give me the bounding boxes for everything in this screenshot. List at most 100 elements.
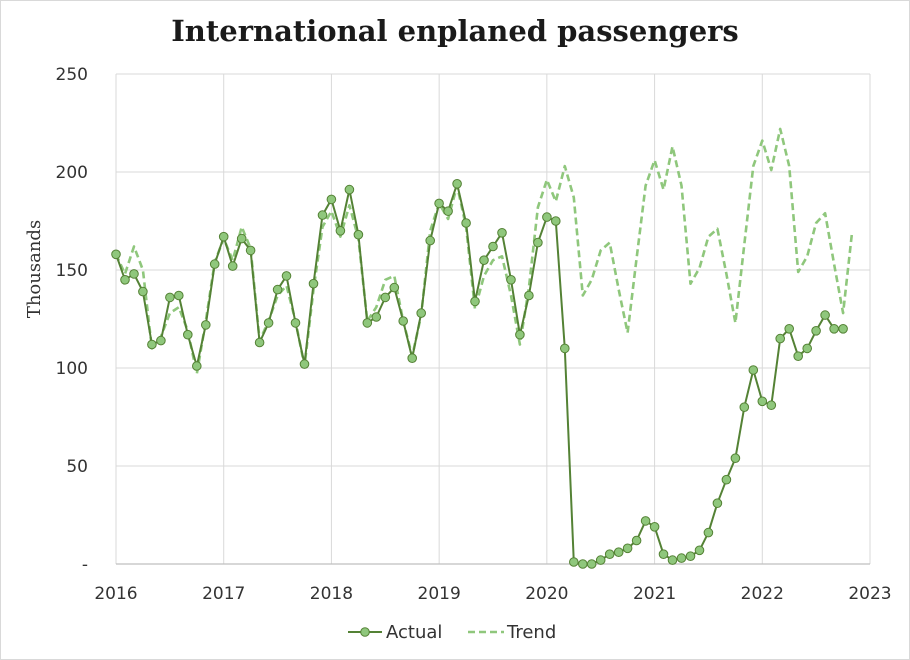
actual-point — [120, 275, 130, 285]
actual-point — [218, 231, 229, 242]
actual-point — [147, 339, 157, 350]
actual-point — [353, 229, 364, 240]
actual-point — [461, 218, 471, 228]
x-tick-label: 2019 — [418, 584, 461, 604]
actual-point — [156, 335, 166, 346]
actual-point — [236, 233, 247, 244]
actual-point — [613, 547, 624, 558]
actual-point — [757, 396, 768, 407]
actual-point — [622, 543, 633, 554]
actual-point — [658, 549, 669, 560]
actual-point — [263, 318, 274, 328]
actual-point — [739, 402, 750, 413]
grid-lines — [115, 73, 871, 564]
actual-point — [595, 555, 606, 565]
actual-point — [308, 278, 319, 289]
actual-point — [371, 312, 382, 322]
actual-point — [129, 269, 139, 279]
actual-point — [533, 237, 543, 248]
actual-point — [434, 198, 444, 209]
legend: Actual Trend — [348, 622, 556, 643]
actual-point — [245, 245, 256, 256]
actual-point — [299, 359, 310, 369]
actual-point — [578, 559, 588, 569]
x-tick-label: 2021 — [633, 584, 676, 604]
actual-point — [344, 184, 355, 195]
actual-point — [452, 179, 462, 189]
actual-point — [515, 329, 525, 340]
actual-point — [317, 210, 328, 220]
x-tick-label: 2018 — [310, 584, 353, 604]
actual-point — [488, 241, 498, 252]
actual-point — [703, 527, 714, 538]
y-tick-label: 250 — [56, 65, 88, 85]
actual-point — [209, 259, 220, 269]
actual-point — [676, 553, 687, 563]
actual-point — [793, 351, 804, 362]
y-tick-label: 150 — [56, 261, 88, 281]
series-actual-line — [115, 182, 844, 565]
actual-point — [425, 235, 436, 246]
actual-point — [389, 282, 400, 293]
series-trend-line — [114, 127, 854, 376]
actual-point — [667, 555, 678, 565]
actual-point — [712, 498, 723, 509]
axes: - 50 100 150 200 250 2016 2017 2018 2019 2020 2021 2… — [56, 65, 892, 604]
actual-point — [165, 292, 175, 303]
actual-point — [407, 353, 418, 364]
actual-point — [811, 326, 821, 336]
actual-point — [111, 249, 121, 260]
y-axis-label: Thousands — [24, 220, 45, 318]
y-tick-label: 200 — [56, 163, 88, 183]
actual-point — [542, 212, 552, 222]
y-tick-label: - — [82, 555, 88, 575]
x-tick-label: 2017 — [202, 584, 245, 604]
actual-point — [829, 324, 839, 334]
actual-point — [272, 284, 283, 295]
actual-point — [569, 557, 579, 567]
actual-point — [802, 343, 813, 354]
actual-point — [694, 545, 705, 556]
actual-point — [640, 516, 651, 526]
actual-point — [416, 308, 427, 318]
actual-point — [227, 261, 238, 271]
actual-point — [649, 522, 660, 532]
actual-point — [748, 365, 759, 375]
actual-point — [326, 194, 337, 205]
actual-point — [631, 535, 642, 546]
actual-point — [398, 316, 409, 326]
actual-point — [290, 318, 301, 328]
x-tick-label: 2023 — [848, 584, 891, 604]
actual-point — [380, 292, 391, 303]
actual-point — [730, 453, 741, 464]
actual-point — [524, 290, 534, 301]
actual-point — [443, 206, 453, 216]
legend-actual-label: Actual — [386, 622, 442, 643]
y-tick-label: 50 — [66, 457, 88, 477]
series-markers — [111, 179, 848, 569]
actual-point — [586, 559, 597, 569]
actual-point — [335, 226, 346, 236]
actual-point — [470, 296, 480, 307]
actual-point — [138, 286, 148, 297]
legend-trend-label: Trend — [506, 622, 556, 643]
y-tick-label: 100 — [56, 359, 88, 379]
actual-point — [766, 400, 777, 411]
actual-point — [721, 474, 732, 485]
series-lines — [114, 127, 854, 565]
actual-point — [685, 551, 696, 562]
actual-point — [362, 318, 373, 328]
x-tick-label: 2016 — [94, 584, 137, 604]
x-tick-label: 2020 — [525, 584, 568, 604]
actual-point — [497, 228, 507, 238]
actual-point — [479, 255, 489, 266]
actual-point — [775, 333, 786, 344]
actual-point — [506, 275, 516, 285]
x-tick-label: 2022 — [741, 584, 784, 604]
chart-title: International enplaned passengers — [171, 14, 739, 48]
actual-point — [281, 271, 292, 281]
actual-point — [192, 361, 202, 371]
actual-point — [201, 320, 211, 330]
